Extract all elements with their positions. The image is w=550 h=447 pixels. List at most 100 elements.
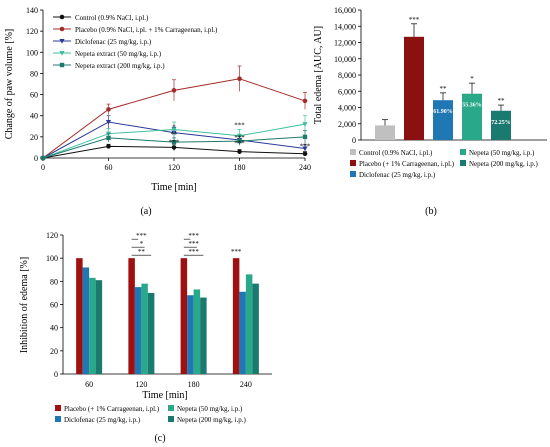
chart-b-ytick-label: 10,000 [334, 55, 356, 64]
chart-c-bar [89, 277, 96, 374]
chart-a-xtick-label: 0 [41, 163, 45, 172]
chart-c-bar [128, 258, 135, 374]
chart-c-ytick-label: 60 [50, 301, 58, 310]
chart-c-xtick-label: 60 [85, 380, 93, 389]
chart-a-point [302, 122, 308, 127]
chart-c-legend-label: Nepeta (200 mg/kg, i.p.) [177, 416, 246, 424]
chart-a-xtick-label: 180 [234, 163, 246, 172]
chart-a-significance: *** [300, 142, 311, 150]
chart-b-legend-label: Nepeta (200 mg/kg, i.p.) [469, 160, 538, 168]
chart-a-point [237, 76, 242, 82]
chart-c-legend-swatch [55, 405, 61, 411]
chart-b-legend-label: Diclofenac (25 mg/kg, i.p.) [359, 171, 436, 179]
chart-c-significance: *** [231, 248, 242, 256]
chart-b-axes [360, 10, 547, 141]
chart-a-panel-label: (a) [140, 206, 151, 217]
chart-c-bar [76, 258, 83, 374]
chart-a-significance: ** [171, 131, 179, 139]
chart-a-legend-label: Diclofenac (25 mg/kg, i.p.) [75, 38, 152, 46]
chart-c-xtick-label: 180 [188, 380, 200, 389]
chart-a-legend-marker [59, 39, 65, 44]
chart-c-bar [180, 258, 188, 374]
chart-a-point [237, 138, 242, 144]
chart-c-legend-swatch [55, 416, 61, 422]
chart-c-ytick-label: 80 [50, 277, 58, 286]
chart-a-ylabel: Change of paw volume [%] [4, 29, 15, 140]
chart-b-bar [375, 125, 395, 140]
chart-c-bar [95, 280, 103, 374]
chart-c-ytick-label: 40 [50, 324, 58, 333]
chart-a-significance: *** [234, 139, 245, 147]
chart-c-legend-label: Diclofenac (25 mg/kg, i.p.) [64, 416, 141, 424]
chart-a-significance: *** [234, 121, 245, 129]
chart-a-ytick-label: 0 [34, 154, 38, 163]
chart-a-legend-marker [59, 62, 65, 68]
chart-b-bar [462, 93, 482, 140]
chart-a-point [237, 149, 242, 154]
chart-a-xtick-label: 240 [299, 163, 311, 172]
chart-a-legend-marker [59, 51, 65, 56]
chart-c-bar [134, 287, 142, 374]
chart-c-bar [82, 267, 90, 374]
chart-c-ytick-label: 120 [46, 231, 58, 240]
chart-b-significance: ** [498, 97, 506, 105]
chart-c-bar [147, 292, 155, 374]
chart-b-ytick-label: 14,000 [334, 22, 356, 31]
chart-b-bar-label: 55.36% [462, 103, 482, 109]
chart-c-bar [187, 295, 194, 374]
chart-b: 0 2,000 4,000 6,000 8,000 10,000 12,000 14,000 1… [313, 6, 547, 217]
chart-a-ytick-label: 20 [30, 133, 38, 142]
chart-b-legend-swatch [460, 160, 466, 166]
chart-c-xlabel: Time [min] [142, 390, 187, 401]
chart-a-ytick-label: 100 [26, 48, 38, 57]
chart-c-bar [232, 258, 240, 374]
chart-a-point [302, 151, 308, 157]
chart-a-point [236, 133, 243, 139]
chart-c-xtick-label: 240 [240, 380, 252, 389]
chart-a-legend-label: Control (0.9% NaCl, i.pl.) [75, 14, 149, 22]
chart-b-bar [491, 110, 511, 140]
chart-a-xtick-label: 120 [168, 163, 180, 172]
chart-b-ytick-label: 0 [352, 136, 356, 145]
chart-b-significance: *** [409, 16, 420, 24]
chart-b-legend-swatch [350, 171, 356, 177]
chart-c-ytick-label: 0 [54, 370, 58, 379]
chart-c-significance: *** [188, 248, 199, 256]
chart-b-legend-swatch [350, 149, 356, 155]
chart-c-panel-label: (c) [154, 433, 165, 444]
chart-c-bar [193, 289, 201, 374]
chart-b-ytick-label: 6,000 [338, 87, 356, 96]
chart-b-legend-label: Nepeta (50 mg/kg, i.p.) [469, 149, 535, 157]
chart-a-ytick-label: 140 [26, 6, 38, 15]
chart-b-ylabel: Total edema [AUC, AU] [313, 26, 324, 124]
chart-a-ytick-label: 40 [30, 112, 38, 121]
chart-b-panel-label: (b) [425, 206, 437, 217]
chart-c-ylabel: Inhibition of edema [%] [19, 257, 30, 353]
chart-b-legend-swatch [460, 149, 466, 155]
chart-c-legend-label: Nepeta (50 mg/kg, i.p.) [177, 405, 243, 413]
chart-c-significance: *** [136, 232, 147, 240]
chart-b-bar [433, 100, 453, 140]
chart-c-xtick-label: 120 [135, 380, 147, 389]
chart-a-point [106, 144, 111, 149]
chart-b-bar-label: 72.25% [491, 120, 511, 126]
chart-c-bar [252, 283, 259, 374]
chart-b-bar [404, 36, 424, 140]
chart-a-ytick-label: 120 [26, 27, 38, 36]
chart-a-point [171, 139, 177, 145]
chart-a-point [171, 127, 177, 133]
chart-c-bar [141, 283, 148, 374]
chart-b-significance: ** [440, 85, 448, 93]
chart-a-legend-marker [59, 26, 65, 32]
chart-a-significance: *** [234, 134, 245, 142]
chart-c-ytick-label: 20 [50, 347, 58, 356]
chart-a-legend-label: Nepeta extract (200 mg/kg, i.p.) [75, 62, 165, 70]
chart-c-bar [239, 291, 246, 374]
chart-a-point [40, 155, 46, 161]
chart-a-xtick-label: 60 [105, 163, 113, 172]
chart-c-significance: ** [138, 248, 146, 256]
chart-b-ytick-label: 16,000 [334, 6, 356, 15]
chart-b-ytick-label: 8,000 [338, 71, 356, 80]
